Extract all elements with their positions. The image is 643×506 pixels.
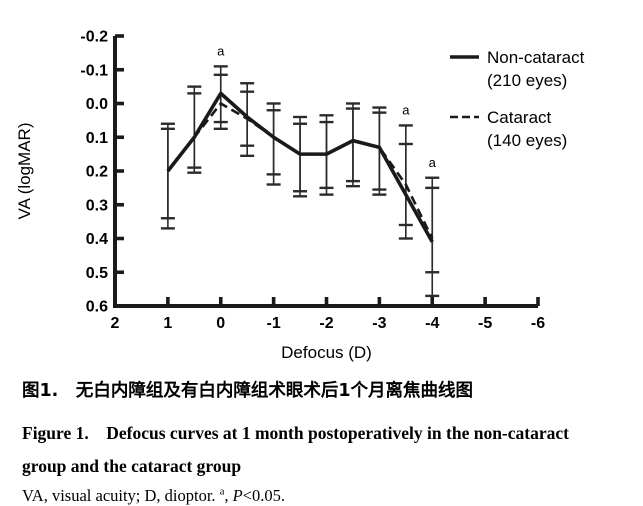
figure-caption: 图1. 无白内障组及有白内障组术眼术后1个月离焦曲线图 Figure 1. De… [22,381,628,506]
x-tick-label: -5 [478,315,492,332]
x-axis-title: Defocus (D) [281,343,372,362]
significance-marker-a: a [402,102,410,117]
y-axis-title: VA (logMAR) [15,123,34,220]
note-superscript-a: a [219,486,225,498]
x-tick-label: 1 [163,315,172,332]
significance-markers-group: a a a [217,43,437,169]
y-tick-label: 0.6 [86,299,108,316]
significance-marker-a: a [429,155,437,170]
note-p-symbol: P [232,486,243,505]
x-tick-label: -3 [372,315,386,332]
caption-english-title-line1: Figure 1. Defocus curves at 1 month post… [22,423,569,443]
x-tick-label: 2 [111,315,120,332]
y-axis-ticks-group: -0.2 -0.1 0.0 0.1 0.2 0.3 0.4 0.5 0.6 [80,29,124,316]
significance-marker-a: a [217,43,225,58]
legend-label: Non-cataract [487,48,585,67]
defocus-curve-chart: -0.2 -0.1 0.0 0.1 0.2 0.3 0.4 0.5 0.62 1 0 -1 -2 -3 -4… [15,29,585,363]
legend-sublabel: (140 eyes) [487,131,567,150]
y-tick-label: -0.1 [80,62,108,79]
series-line-cataract [166,102,434,240]
legend-sublabel: (210 eyes) [487,71,567,90]
series-curves-group [166,91,434,243]
series-line-non-cataract [166,91,434,243]
legend: Non-cataract (210 eyes) Cataract (140 eyes) [450,48,585,150]
x-tick-label: -2 [319,315,333,332]
y-tick-label: 0.3 [86,197,108,214]
caption-chinese-title: 图1. 无白内障组及有白内障组术眼术后1个月离焦曲线图 [22,381,473,401]
y-tick-label: -0.2 [80,29,108,46]
y-tick-label: 0.0 [86,96,108,113]
note-p-value: <0.05. [242,486,286,505]
x-tick-label: -6 [531,315,545,332]
y-tick-label: 0.5 [86,265,108,282]
note-abbreviations-text: VA, visual acuity; D, dioptor. [22,486,220,505]
caption-abbreviations-note: VA, visual acuity; D, dioptor. a, P<0.05… [22,486,628,506]
caption-english-title-line2: group and the cataract group [22,456,242,476]
x-tick-label: -1 [267,315,281,332]
x-tick-label: -4 [425,315,439,332]
note-separator: , [224,486,233,505]
y-tick-label: 0.4 [86,231,108,248]
legend-label: Cataract [487,108,552,127]
y-tick-label: 0.2 [86,164,108,181]
y-tick-label: 0.1 [86,130,108,147]
x-axis-ticks-group: 2 1 0 -1 -2 -3 -4 -5 -6 [111,297,545,332]
x-tick-label: 0 [216,315,225,332]
